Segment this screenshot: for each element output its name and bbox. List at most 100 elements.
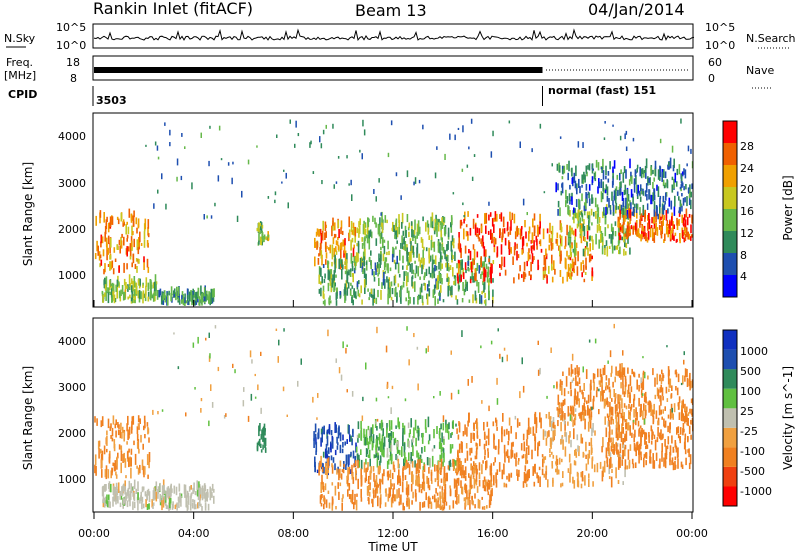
data-speckle bbox=[380, 212, 382, 216]
data-cell bbox=[422, 249, 424, 259]
data-cell bbox=[142, 465, 145, 475]
data-cell bbox=[487, 230, 490, 235]
velocity-ytick-2000: 2000 bbox=[58, 427, 86, 440]
data-cell bbox=[667, 436, 670, 445]
data-cell bbox=[583, 236, 585, 241]
data-cell bbox=[615, 442, 617, 451]
data-cell bbox=[205, 293, 207, 302]
data-cell bbox=[592, 373, 595, 383]
data-speckle bbox=[203, 214, 205, 220]
data-speckle bbox=[295, 120, 297, 128]
data-cell bbox=[360, 420, 362, 429]
data-speckle bbox=[351, 391, 354, 397]
data-cell bbox=[640, 168, 643, 179]
data-speckle bbox=[211, 402, 214, 408]
data-cell bbox=[162, 487, 164, 495]
data-cell bbox=[360, 468, 362, 480]
data-cell bbox=[395, 230, 398, 240]
data-cell bbox=[345, 259, 348, 270]
data-cell bbox=[469, 278, 472, 284]
data-cell bbox=[494, 217, 497, 222]
data-cell bbox=[539, 221, 541, 229]
data-cell bbox=[600, 391, 602, 402]
data-cell bbox=[178, 500, 180, 509]
data-cell bbox=[437, 497, 439, 502]
data-cell bbox=[136, 239, 139, 251]
data-cell bbox=[147, 227, 149, 236]
data-cell bbox=[390, 444, 393, 452]
data-speckle bbox=[522, 198, 525, 206]
data-cell bbox=[569, 256, 572, 261]
data-cell bbox=[404, 475, 407, 480]
data-cell bbox=[364, 228, 367, 233]
data-cell bbox=[107, 247, 109, 255]
data-cell bbox=[601, 446, 603, 453]
data-cell bbox=[668, 161, 670, 168]
data-cell bbox=[360, 449, 362, 455]
data-cell bbox=[148, 491, 151, 503]
data-cell bbox=[348, 216, 350, 228]
data-cell bbox=[389, 487, 391, 497]
data-cell bbox=[316, 241, 318, 250]
data-cell bbox=[121, 486, 124, 496]
data-speckle bbox=[338, 367, 341, 374]
data-speckle bbox=[690, 148, 692, 154]
data-cell bbox=[619, 186, 622, 195]
data-cell bbox=[417, 430, 420, 441]
data-cell bbox=[435, 278, 437, 289]
data-cell bbox=[373, 271, 375, 277]
data-cell bbox=[316, 469, 319, 473]
data-cell bbox=[577, 370, 579, 378]
data-speckle bbox=[197, 336, 199, 344]
data-cell bbox=[683, 186, 685, 191]
data-cell bbox=[383, 245, 386, 255]
data-cell bbox=[387, 493, 390, 502]
data-cell bbox=[363, 237, 366, 246]
data-cell bbox=[409, 429, 411, 434]
data-cell bbox=[365, 274, 367, 285]
data-cell bbox=[575, 242, 578, 248]
data-cell bbox=[389, 426, 391, 431]
data-speckle bbox=[206, 215, 208, 219]
data-cell bbox=[466, 450, 469, 461]
data-cell bbox=[557, 183, 559, 191]
data-speckle bbox=[348, 183, 350, 186]
data-cell bbox=[453, 238, 455, 244]
data-speckle bbox=[666, 345, 668, 348]
data-cell bbox=[543, 456, 545, 464]
data-cell bbox=[608, 198, 610, 208]
data-speckle bbox=[250, 393, 253, 401]
data-cell bbox=[414, 235, 417, 244]
data-cell bbox=[460, 466, 462, 473]
data-cell bbox=[568, 255, 570, 260]
data-cell bbox=[487, 479, 490, 483]
data-cell bbox=[632, 463, 635, 469]
data-cell bbox=[588, 254, 591, 263]
data-cell bbox=[128, 497, 130, 502]
data-cell bbox=[493, 442, 495, 449]
data-cell bbox=[403, 236, 405, 245]
data-cell bbox=[100, 234, 103, 244]
data-cell bbox=[536, 238, 538, 246]
data-cell bbox=[458, 274, 461, 279]
data-cell bbox=[595, 233, 597, 245]
data-cell bbox=[664, 453, 667, 457]
data-cell bbox=[588, 473, 590, 479]
data-cell bbox=[639, 166, 641, 177]
data-cell bbox=[173, 288, 176, 298]
data-cell bbox=[163, 290, 166, 299]
data-cell bbox=[388, 433, 390, 438]
data-cell bbox=[535, 423, 538, 434]
data-speckle bbox=[625, 382, 627, 387]
data-cell bbox=[346, 475, 348, 484]
data-cell bbox=[559, 234, 561, 239]
data-cell bbox=[364, 222, 367, 228]
data-cell bbox=[645, 409, 647, 416]
data-cell bbox=[329, 300, 332, 304]
data-cell bbox=[416, 243, 419, 254]
data-cell bbox=[576, 212, 578, 219]
data-cell bbox=[465, 224, 468, 228]
data-cell bbox=[583, 411, 585, 420]
data-cell bbox=[399, 290, 401, 298]
data-speckle bbox=[164, 122, 166, 126]
